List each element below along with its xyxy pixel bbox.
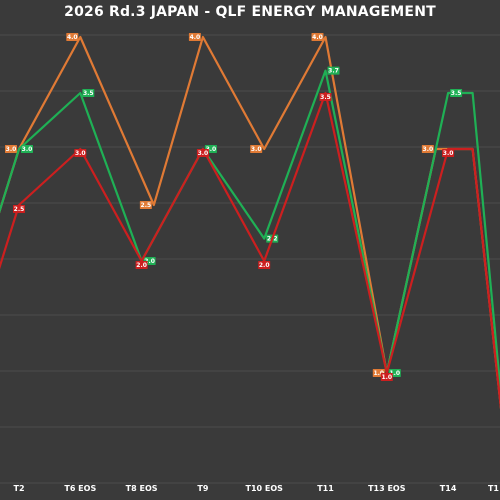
data-label: 3.0 [6, 146, 17, 153]
data-label-box [82, 89, 95, 97]
data-label: 4.0 [312, 34, 323, 41]
data-label: 3.0 [443, 150, 454, 157]
data-label: 2.0 [259, 262, 270, 269]
data-label-box [450, 89, 463, 97]
x-tick-label: T6 EOS [64, 484, 96, 493]
data-label-box [196, 149, 209, 157]
data-label-box [135, 261, 148, 269]
data-label: 3.0 [22, 146, 33, 153]
data-label: 4.0 [67, 34, 78, 41]
data-label-box [311, 33, 324, 41]
x-tick-label: T13 EOS [368, 484, 406, 493]
data-label-box [380, 373, 393, 381]
data-label: 3.5 [320, 94, 331, 101]
x-tick-label: T9 [197, 484, 208, 493]
data-label-box [188, 33, 201, 41]
data-label: 3.7 [328, 68, 339, 75]
data-label-box [258, 261, 271, 269]
data-label-box [250, 145, 263, 153]
data-label: 3.5 [83, 90, 94, 97]
series-line [0, 35, 500, 410]
data-label: 1.0 [381, 374, 392, 381]
x-tick-label: T8 EOS [126, 484, 158, 493]
data-label: 3.0 [75, 150, 86, 157]
x-tick-label: T10 EOS [245, 484, 283, 493]
data-label-box [442, 149, 455, 157]
x-tick-label: T14 [440, 484, 457, 493]
data-label: 3.0 [251, 146, 262, 153]
series-line [0, 69, 500, 397]
x-tick-label: T1 [488, 484, 499, 493]
data-label-box [74, 149, 87, 157]
data-label: 2.0 [136, 262, 147, 269]
data-label-box [139, 201, 152, 209]
data-label-box [5, 145, 17, 153]
x-tick-label: T11 [317, 484, 334, 493]
data-label-box [13, 205, 25, 213]
data-label: 2.5 [141, 202, 152, 209]
data-label: 3.0 [198, 150, 209, 157]
data-label: 2.5 [14, 206, 25, 213]
data-label-box [319, 93, 332, 101]
chart-title: 2026 Rd.3 JAPAN - QLF ENERGY MANAGEMENT [64, 4, 436, 20]
data-label-box [421, 145, 434, 153]
data-label-box [327, 66, 340, 75]
data-label-box [66, 33, 79, 41]
data-label: 1.0 [389, 370, 400, 377]
data-label: 4.0 [190, 34, 201, 41]
data-label: 2.0 [144, 258, 155, 265]
data-label: 3.0 [423, 146, 434, 153]
data-label-box [21, 145, 33, 153]
data-label: 1.0 [373, 370, 384, 377]
data-label: 3.0 [206, 146, 217, 153]
data-label: 3.5 [451, 90, 462, 97]
x-tick-label: T2 [13, 484, 24, 493]
